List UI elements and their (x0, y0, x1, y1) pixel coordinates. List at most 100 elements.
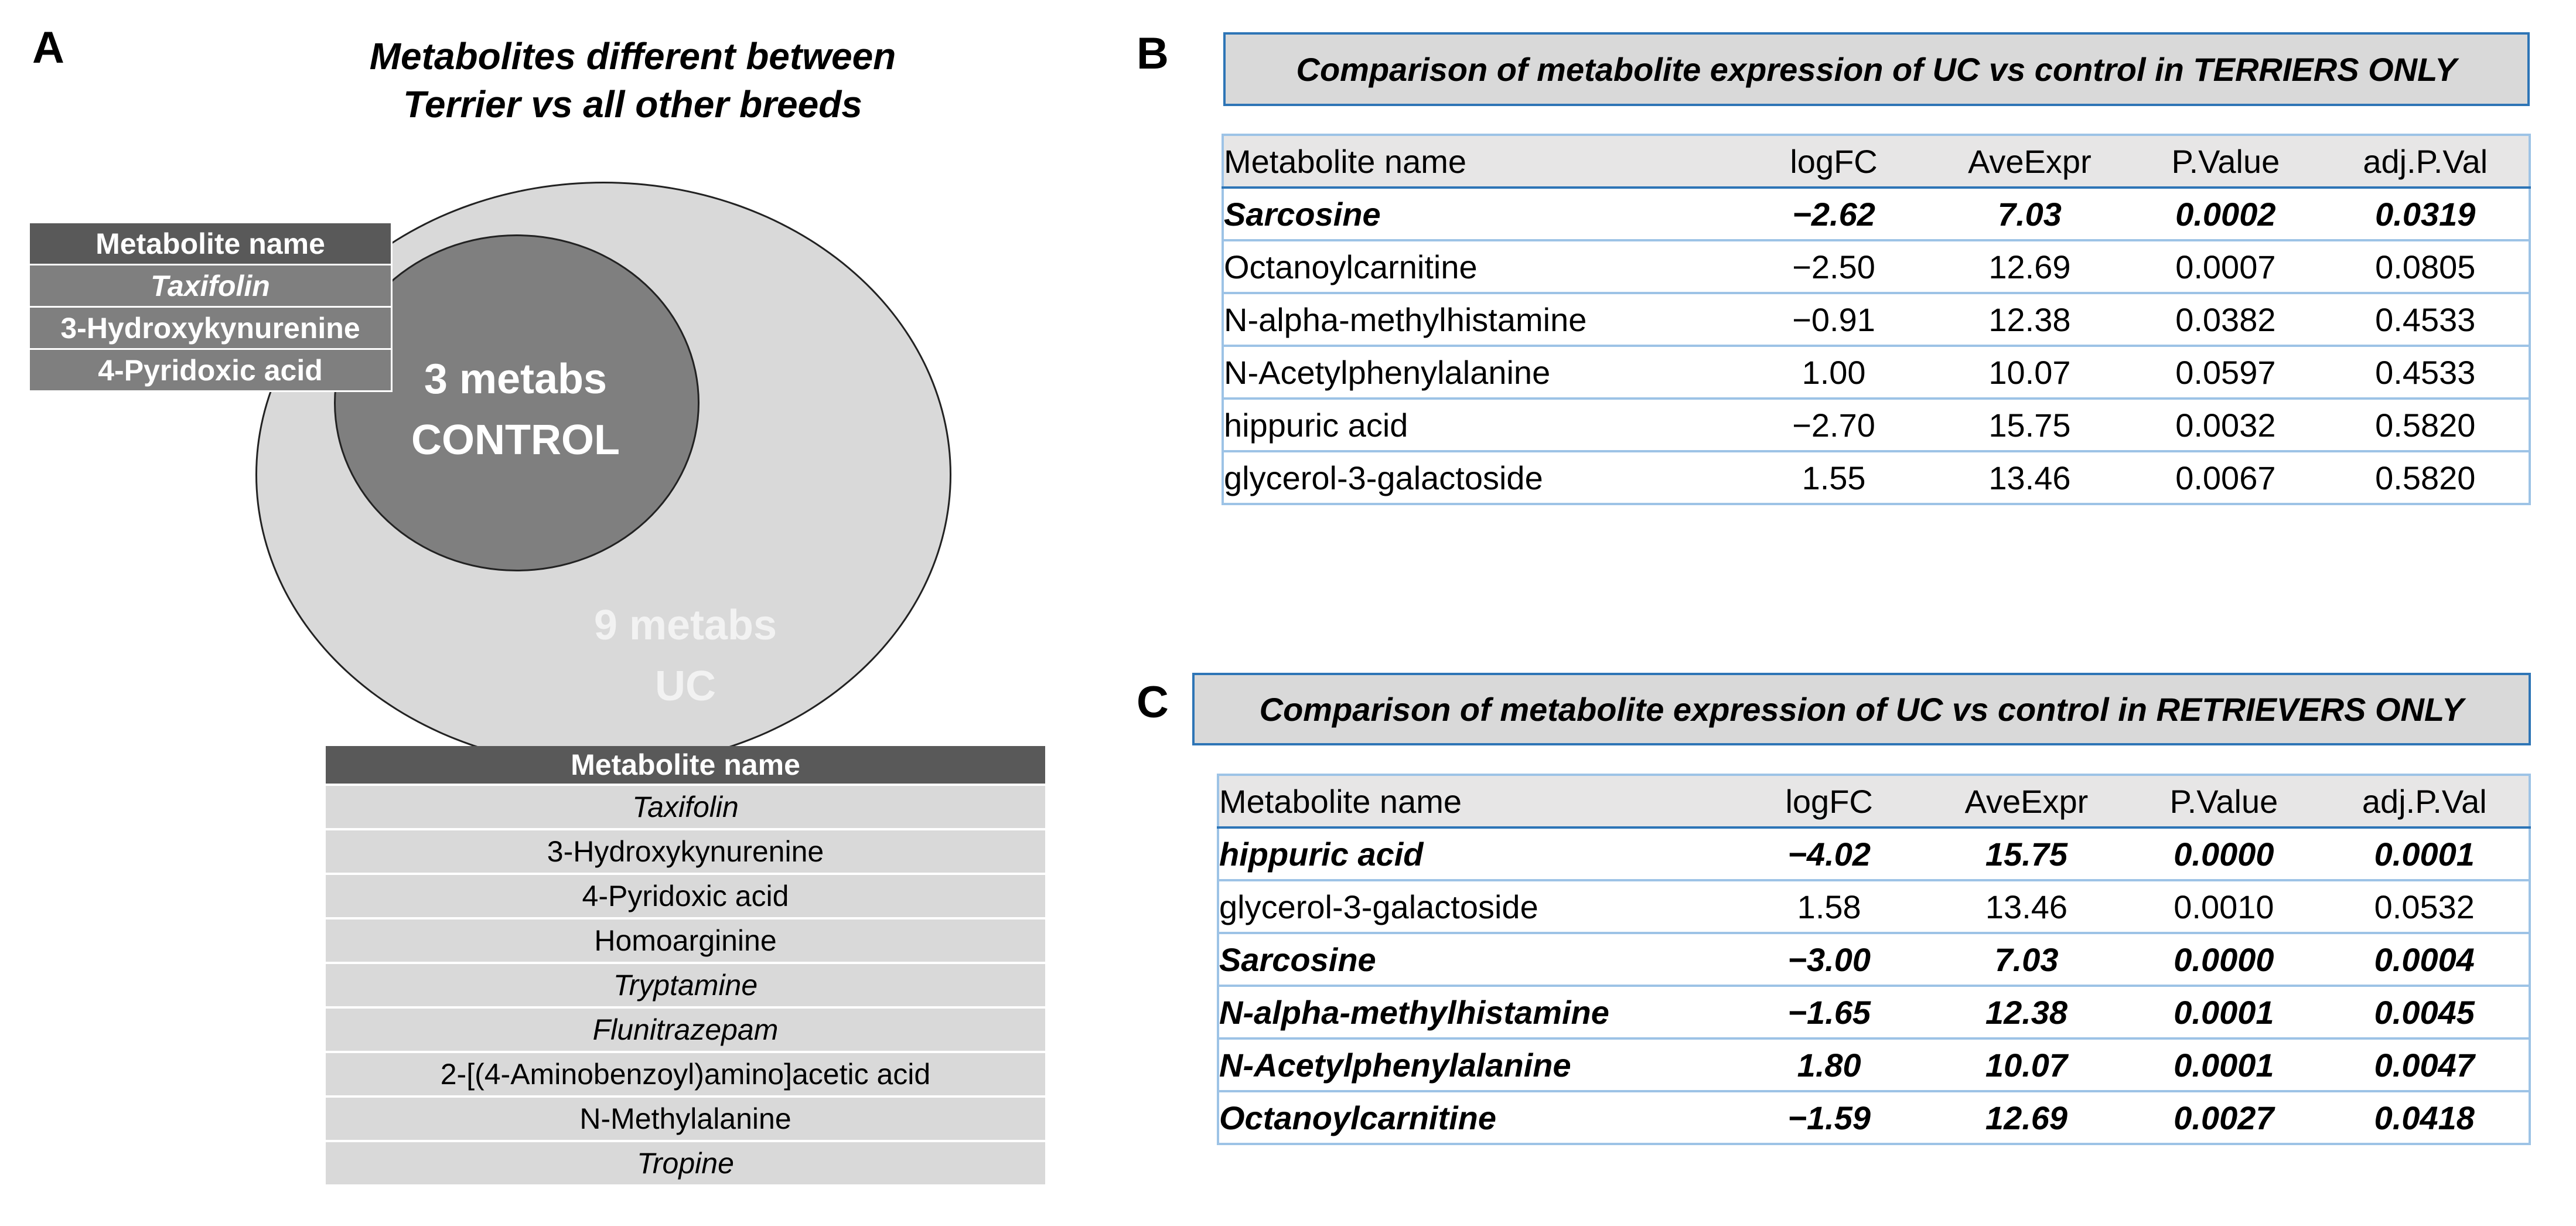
retrievers-stats-table: Metabolite name logFC AveExpr P.Value ad… (1217, 774, 2531, 1145)
cell-pvalue: 0.0067 (2129, 451, 2322, 505)
cell-logfc: −3.00 (1732, 933, 1926, 987)
col-header-adjpval: adj.P.Val (2320, 775, 2530, 829)
cell-adjpval: 0.0047 (2320, 1038, 2530, 1092)
cell-pvalue: 0.0001 (2127, 986, 2321, 1040)
uc-table-row: Homoarginine (326, 917, 1045, 963)
table-row: hippuric acid −4.02 15.75 0.0000 0.0001 (1218, 827, 2530, 881)
cell-logfc: −2.70 (1737, 399, 1930, 452)
cell-adjpval: 0.0001 (2320, 827, 2530, 881)
uc-table-row: N-Methylalanine (326, 1095, 1045, 1141)
table-row: Octanoylcarnitine −1.59 12.69 0.0027 0.0… (1218, 1091, 2530, 1145)
cell-metabolite: Octanoylcarnitine (1218, 1091, 1733, 1145)
cell-aveexpr: 12.69 (1930, 240, 2130, 294)
col-header-logfc: logFC (1737, 135, 1930, 189)
cell-logfc: 1.55 (1737, 451, 1930, 505)
cell-aveexpr: 7.03 (1930, 188, 2130, 241)
cell-logfc: −4.02 (1732, 827, 1926, 881)
cell-logfc: −1.59 (1732, 1091, 1926, 1145)
cell-pvalue: 0.0010 (2127, 880, 2321, 934)
uc-table-row: 2-[(4-Aminobenzoyl)amino]acetic acid (326, 1051, 1045, 1096)
col-header-pvalue: P.Value (2127, 775, 2321, 829)
col-header-pvalue: P.Value (2129, 135, 2322, 189)
cell-metabolite: Sarcosine (1223, 188, 1738, 241)
col-header-aveexpr: AveExpr (1925, 775, 2128, 829)
control-table-row: 3-Hydroxykynurenine (28, 306, 393, 350)
table-row: Sarcosine −3.00 7.03 0.0000 0.0004 (1218, 933, 2530, 987)
table-row: N-Acetylphenylalanine 1.00 10.07 0.0597 … (1223, 346, 2530, 400)
table-row: glycerol-3-galactoside 1.55 13.46 0.0067… (1223, 451, 2530, 505)
cell-logfc: −2.50 (1737, 240, 1930, 294)
cell-adjpval: 0.0319 (2322, 188, 2530, 241)
table-row: Octanoylcarnitine −2.50 12.69 0.0007 0.0… (1223, 240, 2530, 294)
cell-adjpval: 0.4533 (2322, 293, 2530, 347)
uc-table-row: Tropine (326, 1140, 1045, 1184)
cell-metabolite: N-alpha-methylhistamine (1223, 293, 1738, 347)
cell-pvalue: 0.0597 (2129, 346, 2322, 400)
control-group: CONTROL (411, 417, 620, 464)
panel-b-caption: Comparison of metabolite expression of U… (1223, 32, 2530, 106)
cell-logfc: −2.62 (1737, 188, 1930, 241)
cell-adjpval: 0.0045 (2320, 986, 2530, 1040)
cell-metabolite: hippuric acid (1218, 827, 1733, 881)
cell-aveexpr: 7.03 (1925, 933, 2128, 987)
cell-pvalue: 0.0001 (2127, 1038, 2321, 1092)
uc-table-row: 4-Pyridoxic acid (326, 873, 1045, 918)
table-row: N-Acetylphenylalanine 1.80 10.07 0.0001 … (1218, 1038, 2530, 1092)
cell-metabolite: N-Acetylphenylalanine (1223, 346, 1738, 400)
cell-adjpval: 0.0004 (2320, 933, 2530, 987)
cell-metabolite: N-alpha-methylhistamine (1218, 986, 1733, 1040)
table-row: hippuric acid −2.70 15.75 0.0032 0.5820 (1223, 399, 2530, 452)
col-header-aveexpr: AveExpr (1930, 135, 2130, 189)
cell-aveexpr: 10.07 (1930, 346, 2130, 400)
uc-table-row: Tryptamine (326, 962, 1045, 1007)
uc-table-row: 3-Hydroxykynurenine (326, 828, 1045, 874)
cell-logfc: −1.65 (1732, 986, 1926, 1040)
cell-pvalue: 0.0000 (2127, 827, 2321, 881)
cell-metabolite: N-Acetylphenylalanine (1218, 1038, 1733, 1092)
cell-pvalue: 0.0007 (2129, 240, 2322, 294)
venn-title: Metabolites different between Terrier vs… (305, 32, 961, 128)
cell-adjpval: 0.5820 (2322, 451, 2530, 505)
cell-logfc: 1.00 (1737, 346, 1930, 400)
cell-pvalue: 0.0000 (2127, 933, 2321, 987)
cell-pvalue: 0.0032 (2129, 399, 2322, 452)
panel-letter-a: A (32, 23, 64, 73)
col-header-metabolite: Metabolite name (1218, 775, 1733, 829)
table-row: N-alpha-methylhistamine −1.65 12.38 0.00… (1218, 986, 2530, 1040)
cell-aveexpr: 10.07 (1925, 1038, 2128, 1092)
panel-c-caption: Comparison of metabolite expression of U… (1192, 673, 2531, 745)
table-row: glycerol-3-galactoside 1.58 13.46 0.0010… (1218, 880, 2530, 934)
control-circle (334, 234, 700, 571)
cell-metabolite: hippuric acid (1223, 399, 1738, 452)
venn-title-line2: Terrier vs all other breeds (403, 83, 862, 125)
cell-aveexpr: 13.46 (1925, 880, 2128, 934)
cell-logfc: 1.80 (1732, 1038, 1926, 1092)
cell-logfc: 1.58 (1732, 880, 1926, 934)
uc-label: 9 metabs UC (545, 595, 826, 717)
cell-pvalue: 0.0002 (2129, 188, 2322, 241)
control-metabolite-table: Metabolite name Taxifolin 3-Hydroxykynur… (28, 222, 393, 392)
col-header-metabolite: Metabolite name (1223, 135, 1738, 189)
cell-metabolite: glycerol-3-galactoside (1223, 451, 1738, 505)
table-row: N-alpha-methylhistamine −0.91 12.38 0.03… (1223, 293, 2530, 347)
col-header-logfc: logFC (1732, 775, 1926, 829)
cell-aveexpr: 13.46 (1930, 451, 2130, 505)
control-label: 3 metabs CONTROL (381, 349, 650, 471)
venn-title-line1: Metabolites different between (369, 35, 896, 77)
uc-table-row: Taxifolin (326, 784, 1045, 829)
cell-adjpval: 0.0418 (2320, 1091, 2530, 1145)
cell-metabolite: glycerol-3-galactoside (1218, 880, 1733, 934)
uc-table-header: Metabolite name (326, 746, 1045, 786)
cell-metabolite: Octanoylcarnitine (1223, 240, 1738, 294)
cell-metabolite: Sarcosine (1218, 933, 1733, 987)
col-header-adjpval: adj.P.Val (2322, 135, 2530, 189)
control-table-row: 4-Pyridoxic acid (28, 348, 393, 392)
control-table-header: Metabolite name (28, 222, 393, 265)
cell-logfc: −0.91 (1737, 293, 1930, 347)
panel-letter-c: C (1137, 677, 1169, 727)
cell-adjpval: 0.5820 (2322, 399, 2530, 452)
control-table-row: Taxifolin (28, 264, 393, 308)
uc-group: UC (655, 663, 716, 710)
cell-adjpval: 0.4533 (2322, 346, 2530, 400)
table-row: Sarcosine −2.62 7.03 0.0002 0.0319 (1223, 188, 2530, 241)
